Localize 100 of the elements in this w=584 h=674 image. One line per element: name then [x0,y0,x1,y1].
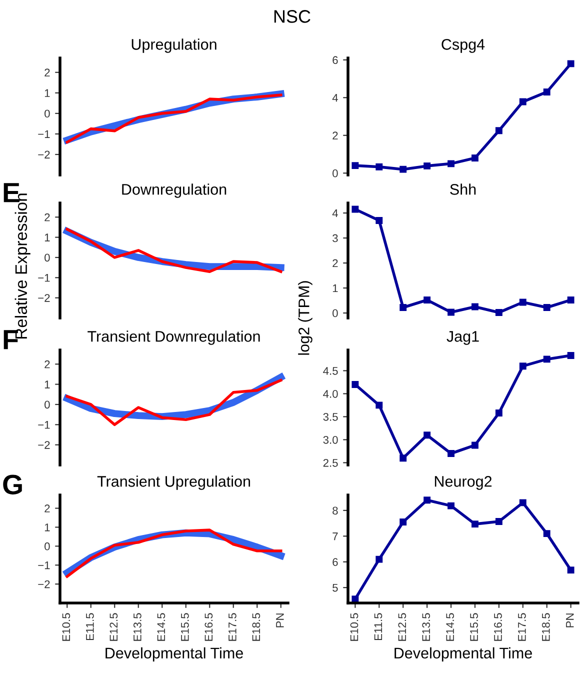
point [495,309,502,316]
point [543,304,550,311]
x-tick-label: E14.5 [157,613,166,641]
x-axis-title: Developmental Time [394,647,532,662]
chart-title: Neurog2 [434,476,492,490]
point [472,303,478,310]
y-tick-label: −1 [38,274,50,282]
point [448,450,454,457]
point [472,520,478,528]
y-tick-label: 0 [44,254,50,262]
x-tick-label: E14.5 [446,613,454,641]
point [448,160,454,168]
x-tick-label: E11.5 [374,613,382,640]
point [400,454,407,462]
y-tick-label: 4 [332,209,338,218]
chart-title: Jag1 [446,331,479,345]
line-series [66,378,282,426]
chart-title: Transient Downregulation [88,330,260,345]
point [400,304,407,311]
y-tick-label: 2 [44,68,50,76]
point [376,217,383,224]
x-tick-label: E16.5 [204,613,213,641]
point [567,566,574,574]
y-tick-label: 0 [44,542,50,550]
text: G [3,474,22,494]
point [400,518,407,526]
y-tick-label: 3 [332,234,338,242]
y-tick-label: −1 [38,421,50,429]
y-tick-label: 0 [332,169,338,178]
x-tick-label: E17.5 [228,613,236,641]
y-tick-label: 3.0 [323,436,338,444]
y-tick-label: 2 [44,360,50,368]
y-tick-label: 2.5 [323,458,338,467]
y-tick-label: 4.5 [323,367,338,375]
point [519,362,526,370]
point [495,127,502,134]
y-tick-label: −1 [38,130,50,138]
x-tick-label: E18.5 [542,613,550,641]
y-tick-label: 2 [332,132,338,140]
x-tick-label: PN [276,614,284,628]
y-tick-label: 0 [332,309,338,318]
y-tick-label: 6 [332,56,338,64]
point [424,432,431,439]
y-tick-label: 8 [332,506,338,515]
x-tick-label: E16.5 [494,613,502,641]
point [376,402,383,409]
x-tick-label: E13.5 [133,613,142,641]
x-tick-label: E10.5 [350,613,358,641]
y-tick-label: 3.5 [323,412,338,421]
y-tick-label: 7 [332,532,338,540]
point [567,296,574,304]
y-tick-label: 0 [44,110,50,118]
point [567,352,574,359]
point [495,518,502,525]
x-axis-title: Developmental Time [106,647,243,662]
point [543,88,550,96]
point [352,206,359,213]
point [424,496,431,504]
x-tick-label: PN [566,614,574,628]
point [400,166,407,173]
point [472,442,478,449]
point [352,162,359,170]
point [543,356,550,363]
chart-title: Downregulation [122,184,226,198]
y-tick-label: 1 [44,89,50,97]
point [376,556,383,563]
y-axis-title: log2 (TPM) [298,281,312,355]
x-tick-label: E15.5 [181,613,189,641]
x-tick-label: E17.5 [518,613,526,641]
x-tick-label: E11.5 [86,613,94,640]
point [519,98,526,106]
x-tick-label: E15.5 [470,613,478,641]
y-tick-label: 2 [44,504,50,512]
x-tick-label: E18.5 [252,613,260,641]
x-tick-label: E10.5 [62,613,70,641]
point [424,296,431,304]
chart-title: Transient Upregulation [97,476,250,490]
y-tick-label: 5 [332,584,338,592]
y-tick-label: −2 [38,150,50,158]
y-tick-label: 6 [332,558,338,566]
y-tick-label: 1 [44,380,50,388]
point [448,502,454,510]
y-tick-label: −2 [38,441,50,449]
x-tick-label: E12.5 [398,613,406,641]
y-tick-label: 1 [44,524,50,532]
y-tick-label: 4.0 [323,390,338,398]
chart-title: Upregulation [132,38,216,53]
point [352,381,359,388]
y-tick-label: 1 [44,234,50,242]
chart-title: Cspg4 [442,39,485,53]
y-tick-label: −2 [38,580,50,588]
point [543,530,550,538]
point [424,162,431,170]
x-tick-label: E12.5 [110,613,118,641]
point [448,308,454,316]
y-tick-label: −1 [38,561,50,570]
point [495,410,502,416]
point [376,163,383,170]
point [519,298,526,306]
point [352,596,359,603]
